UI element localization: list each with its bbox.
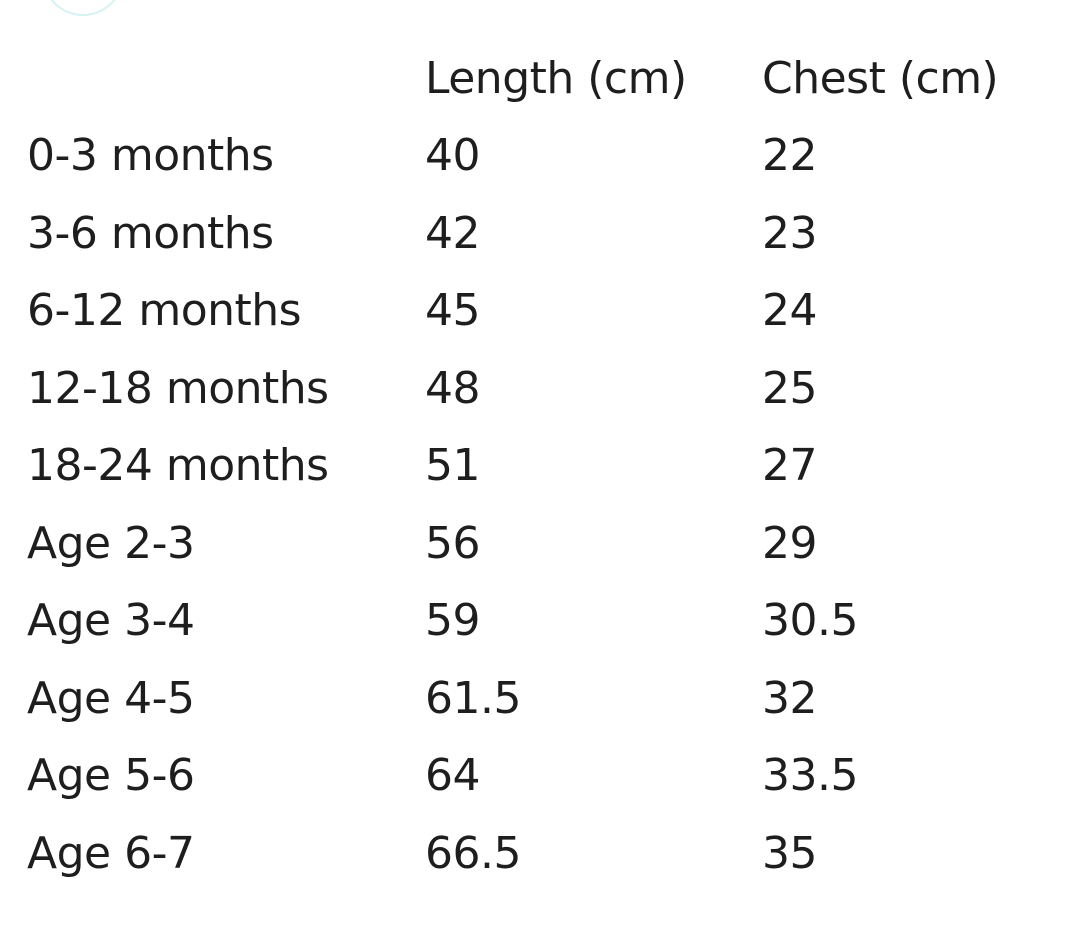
chest-cell: 29 bbox=[762, 517, 818, 569]
size-label-cell: Age 5-6 bbox=[27, 750, 195, 801]
size-label-cell: 18-24 months bbox=[27, 440, 329, 491]
length-cell: 51 bbox=[425, 440, 481, 491]
table-row: 18-24 months 51 27 bbox=[0, 427, 1081, 504]
length-cell: Length (cm) bbox=[425, 53, 687, 104]
table-row: 0-3 months 40 22 bbox=[0, 117, 1081, 194]
size-label-cell: 6-12 months bbox=[27, 285, 302, 336]
length-cell: 40 bbox=[425, 130, 481, 181]
chest-cell: 25 bbox=[762, 362, 818, 414]
size-label-cell: Age 4-5 bbox=[27, 672, 195, 724]
size-label-cell: Age 6-7 bbox=[27, 827, 195, 879]
chest-cell: 33.5 bbox=[762, 750, 858, 801]
size-label-cell: 3-6 months bbox=[27, 207, 274, 259]
chest-cell: Chest (cm) bbox=[762, 53, 999, 104]
table-row: 3-6 months 42 23 bbox=[0, 195, 1081, 272]
chest-cell: 22 bbox=[762, 130, 818, 181]
chest-cell: 32 bbox=[762, 672, 818, 724]
length-cell: 66.5 bbox=[425, 827, 521, 879]
chest-cell: 35 bbox=[762, 827, 818, 879]
chest-cell: 23 bbox=[762, 207, 818, 259]
table-row: Age 3-4 59 30.5 bbox=[0, 582, 1081, 659]
decorative-circle-arc bbox=[42, 0, 124, 16]
chest-cell: 30.5 bbox=[762, 595, 858, 646]
size-label-cell: Age 3-4 bbox=[27, 595, 195, 646]
length-cell: 42 bbox=[425, 207, 481, 259]
length-cell: 48 bbox=[425, 362, 481, 414]
table-row: Age 6-7 66.5 35 bbox=[0, 815, 1081, 892]
chest-cell: 27 bbox=[762, 440, 818, 491]
table-row: 6-12 months 45 24 bbox=[0, 272, 1081, 349]
length-cell: 64 bbox=[425, 750, 481, 801]
length-cell: 59 bbox=[425, 595, 481, 646]
length-cell: 45 bbox=[425, 285, 481, 336]
size-label-cell: Age 2-3 bbox=[27, 517, 195, 569]
table-row: 12-18 months 48 25 bbox=[0, 350, 1081, 427]
length-cell: 61.5 bbox=[425, 672, 521, 724]
length-cell: 56 bbox=[425, 517, 481, 569]
table-row: Age 5-6 64 33.5 bbox=[0, 737, 1081, 814]
table-header-row: Length (cm) Chest (cm) bbox=[0, 40, 1081, 117]
size-label-cell: 0-3 months bbox=[27, 130, 274, 181]
table-row: Age 4-5 61.5 32 bbox=[0, 660, 1081, 737]
size-label-cell: 12-18 months bbox=[27, 362, 329, 414]
table-row: Age 2-3 56 29 bbox=[0, 505, 1081, 582]
chest-cell: 24 bbox=[762, 285, 818, 336]
